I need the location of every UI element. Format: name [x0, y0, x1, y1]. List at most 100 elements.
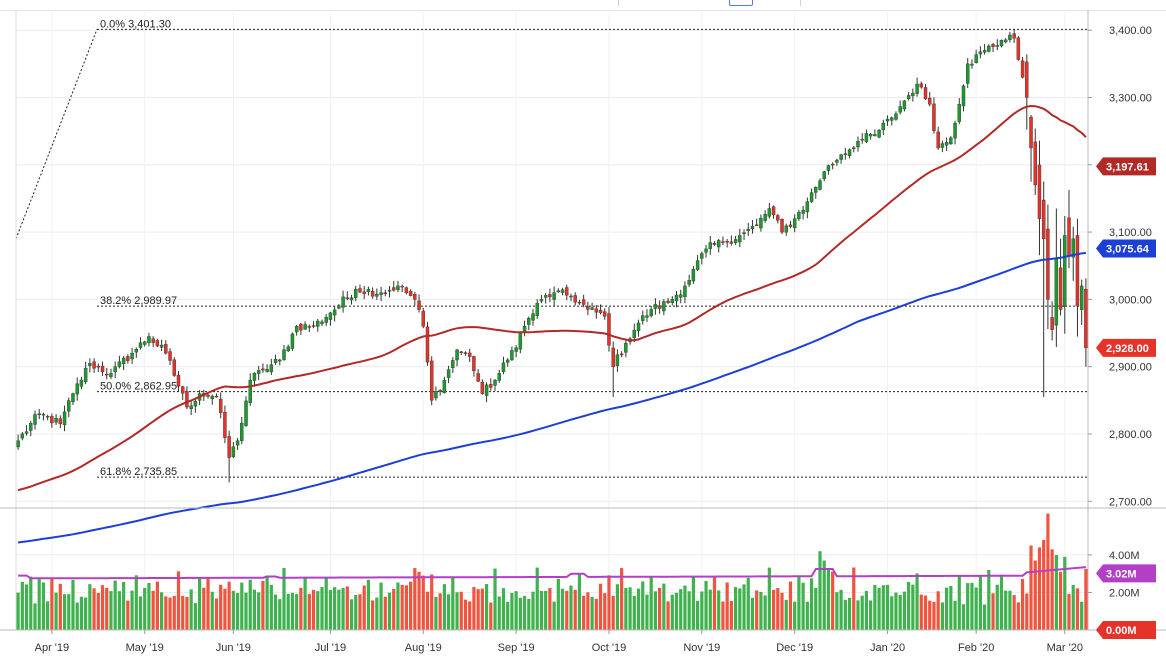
candle-body — [518, 333, 523, 350]
volume-bar — [987, 569, 991, 630]
candle-body — [472, 356, 476, 372]
toolbar-divider — [800, 0, 801, 6]
candle-body — [349, 297, 354, 301]
chart-frame — [0, 10, 1166, 631]
volume-bar — [501, 588, 506, 630]
volume-bar — [328, 590, 333, 630]
volume-bar — [624, 587, 628, 630]
candle-body — [712, 243, 717, 245]
candle-body — [1012, 33, 1016, 39]
candle-body — [421, 310, 425, 327]
volume-bar — [261, 580, 265, 630]
volume-bar — [940, 602, 944, 630]
volume-bar — [733, 587, 738, 630]
candle-body — [679, 294, 683, 298]
volume-bar — [219, 584, 223, 630]
gridlines — [16, 10, 1088, 630]
volume-bar — [628, 587, 632, 630]
candle-body — [657, 305, 662, 309]
time-tick-label: Oct '19 — [592, 642, 627, 654]
price-tick-label: 3,100.00 — [1109, 227, 1152, 239]
candle-body — [788, 224, 793, 227]
candle-body — [721, 241, 725, 243]
volume-bar — [586, 592, 590, 630]
candle-body — [911, 92, 915, 97]
toolbar-button[interactable] — [729, 0, 753, 6]
volume-bar — [371, 600, 375, 630]
candle-body — [683, 285, 687, 298]
volume-tick-label: 4.00M — [1109, 550, 1140, 562]
candle-body — [780, 218, 784, 233]
volume-bar — [362, 585, 366, 630]
volume-bar — [58, 583, 62, 630]
volume-bar — [527, 598, 531, 630]
volume-bar — [999, 574, 1004, 630]
volume-bar — [1063, 556, 1067, 630]
candle-body — [92, 361, 96, 369]
volume-bar — [404, 585, 408, 630]
volume-bar — [894, 592, 898, 630]
candle-body — [387, 289, 392, 292]
volume-bar — [535, 567, 539, 630]
candle-body — [1071, 238, 1075, 258]
volume-bar — [1080, 601, 1084, 630]
volume-bar — [750, 597, 755, 630]
volume-bar — [193, 603, 197, 630]
candlesticks — [16, 29, 1088, 483]
candle-body — [404, 287, 409, 294]
candle-body — [569, 295, 573, 298]
volume-bar — [109, 591, 113, 630]
volume-bar — [902, 591, 907, 630]
candle-body — [400, 285, 404, 288]
candle-body — [189, 405, 193, 409]
price-tick-label: 2,800.00 — [1109, 429, 1152, 441]
candle-body — [708, 242, 712, 249]
candle-body — [1084, 289, 1088, 349]
candle-body — [451, 360, 455, 369]
candle-body — [594, 308, 599, 313]
volume-bar — [662, 583, 666, 630]
candle-body — [767, 208, 772, 217]
volume-bar — [911, 584, 915, 630]
candle-body — [20, 433, 25, 439]
candle-body — [396, 285, 400, 290]
price-badge — [1096, 338, 1156, 357]
volume-bar — [670, 594, 674, 630]
volume-bar — [160, 592, 164, 630]
volume-bar — [936, 591, 940, 630]
volume-bar — [324, 576, 328, 630]
candle-body — [375, 293, 379, 297]
volume-bar — [202, 587, 206, 630]
candle-body — [193, 401, 198, 407]
candle-body — [210, 395, 214, 400]
volume-bar — [869, 600, 873, 630]
volume-bar — [400, 584, 404, 630]
volume-bar — [189, 589, 193, 630]
fibonacci-retracement: 0.0% 3,401.30 38.2% 2,989.97 50.0% 2,862.9… — [15, 18, 1088, 478]
volume-bar — [54, 592, 58, 630]
volume-bar — [320, 587, 324, 630]
candle-body — [522, 326, 527, 332]
time-tick-label: Mar '20 — [1047, 642, 1083, 654]
volume-bar — [383, 596, 387, 630]
candle-body — [383, 292, 388, 294]
volume-bar — [497, 596, 501, 630]
candle-body — [974, 54, 978, 63]
volume-bar — [793, 601, 797, 630]
volume-bar — [919, 594, 923, 630]
candle-body — [847, 149, 852, 156]
candle-body — [206, 394, 210, 397]
volume-bar — [417, 571, 421, 630]
price-tick-label: 3,400.00 — [1109, 25, 1152, 37]
candle-body — [940, 143, 945, 148]
candle-body — [311, 325, 316, 327]
volume-bar — [839, 589, 843, 630]
volume-bar — [311, 589, 316, 630]
volume-bar — [539, 591, 544, 630]
candle-body — [729, 241, 734, 244]
volume-bar — [248, 579, 252, 630]
volume-bar — [172, 596, 176, 630]
candle-body — [501, 362, 506, 372]
volume-bar — [974, 587, 978, 630]
